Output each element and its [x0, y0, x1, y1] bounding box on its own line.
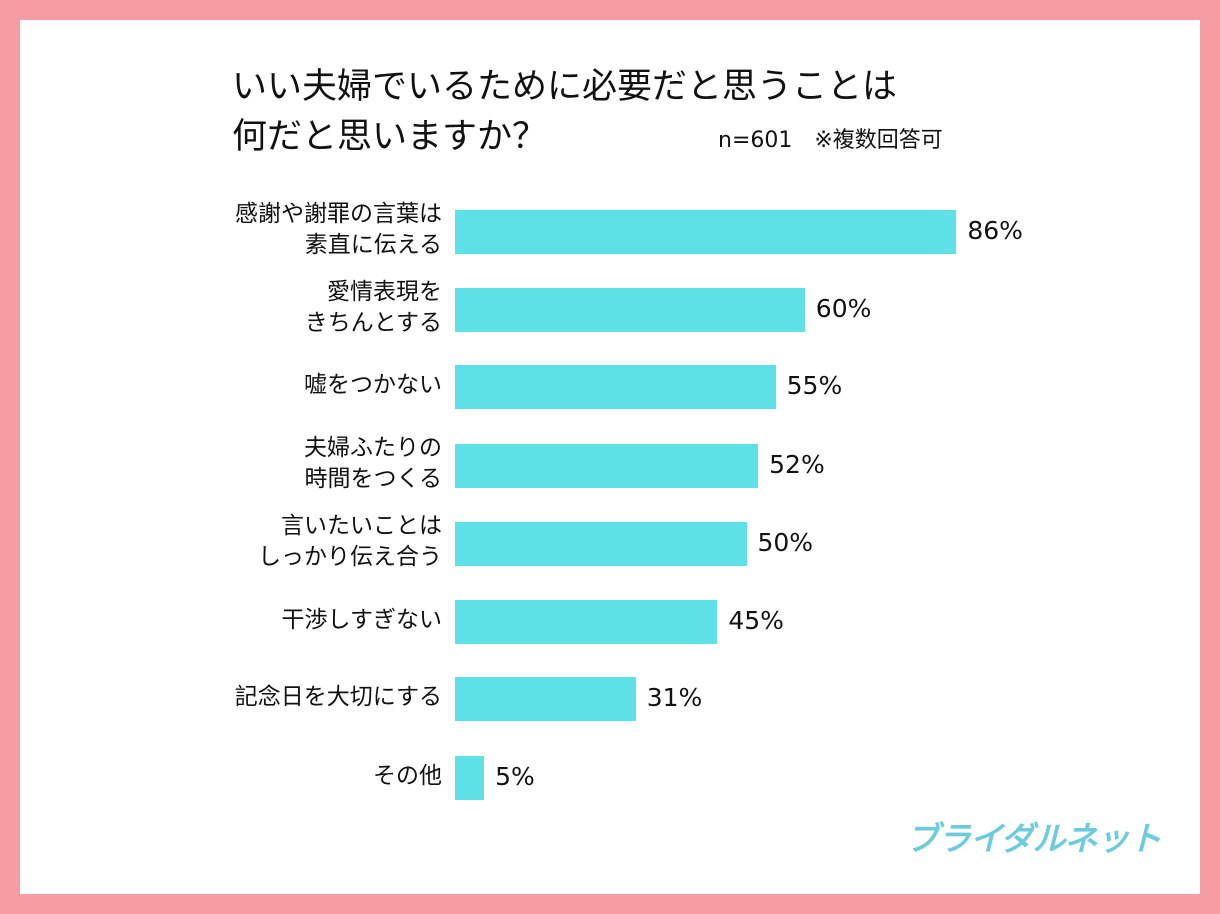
bar [455, 444, 759, 488]
bar [455, 210, 957, 254]
bar [455, 677, 636, 721]
brand-logo: ブライダルネット [906, 819, 1162, 858]
category-label: 愛情表現を きちんとする [304, 279, 442, 336]
value-label: 50% [757, 528, 814, 557]
category-label: 干渉しすぎない [281, 606, 442, 633]
value-label: 31% [646, 683, 703, 712]
bar [455, 600, 718, 644]
value-label: 52% [769, 450, 825, 479]
category-label: 夫婦ふたりの 時間をつくる [304, 435, 442, 492]
chart-title-line1: いい夫婦でいるために必要だと思うことは [232, 67, 898, 107]
bar [455, 365, 776, 409]
value-label: 55% [786, 371, 843, 400]
category-label: 嘘をつかない [304, 371, 442, 398]
category-label: 感謝や謝罪の言葉は 素直に伝える [235, 201, 442, 258]
value-label: 60% [815, 294, 872, 323]
value-label: 5% [495, 762, 535, 791]
value-label: 86% [967, 216, 1023, 245]
category-label: 言いたいことは しっかり伝え合う [258, 513, 442, 570]
value-label: 45% [728, 606, 784, 635]
sample-note: n=601 ※複数回答可 [718, 128, 943, 153]
chart-title-line2: 何だと思いますか？ [232, 117, 548, 157]
bar [455, 756, 485, 800]
bar [455, 522, 747, 566]
category-label: その他 [373, 762, 442, 789]
bar [455, 288, 805, 332]
category-label: 記念日を大切にする [234, 683, 442, 710]
